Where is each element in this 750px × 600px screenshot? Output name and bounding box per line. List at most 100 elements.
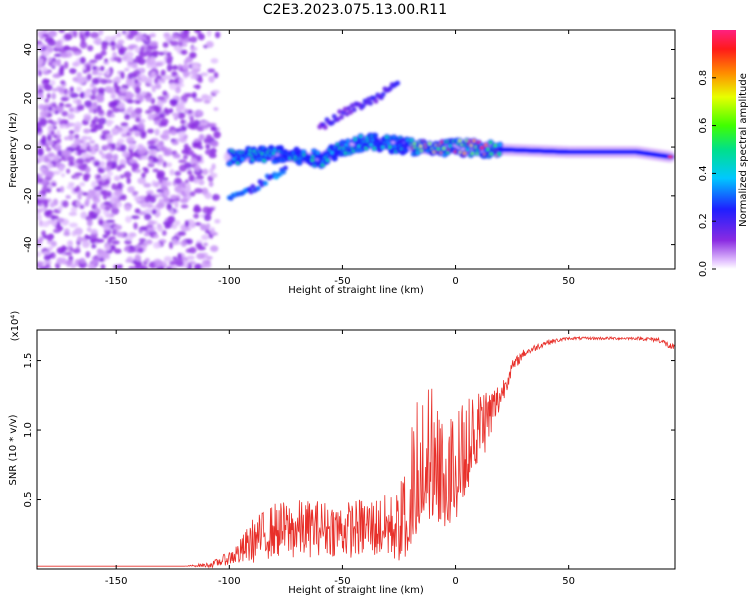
noise-blob xyxy=(80,211,88,219)
noise-blob xyxy=(37,58,44,66)
noise-blob xyxy=(153,234,159,239)
snr-series-line xyxy=(37,335,675,569)
noise-blob xyxy=(170,130,177,136)
noise-blob xyxy=(148,56,156,63)
noise-blob xyxy=(101,153,107,159)
noise-blob xyxy=(87,136,93,141)
branch-blob xyxy=(380,91,386,97)
noise-blob xyxy=(194,187,203,194)
noise-blob xyxy=(163,220,171,226)
noise-blob xyxy=(83,113,92,122)
noise-blob xyxy=(76,235,82,243)
noise-blob xyxy=(198,179,205,186)
noise-blob xyxy=(132,58,142,64)
y-tick-label: 1.5 xyxy=(23,353,34,369)
noise-blob xyxy=(41,251,51,256)
noise-blob xyxy=(73,138,82,146)
noise-blob xyxy=(158,51,166,56)
noise-blob xyxy=(143,232,150,237)
noise-blob xyxy=(56,138,61,144)
signal-core xyxy=(294,148,299,152)
noise-blob xyxy=(199,223,207,231)
noise-blob xyxy=(97,180,103,186)
noise-blob xyxy=(80,38,86,45)
noise-blob xyxy=(177,131,186,138)
noise-blob xyxy=(156,100,162,108)
noise-blob xyxy=(113,81,118,89)
branch-blob xyxy=(373,98,379,104)
noise-blob xyxy=(50,79,56,86)
noise-blob xyxy=(134,86,141,94)
signal-core xyxy=(472,139,476,143)
noise-blob xyxy=(90,31,100,39)
noise-blob xyxy=(91,214,98,220)
noise-blob xyxy=(58,102,65,108)
branch-blob xyxy=(395,80,401,86)
noise-blob xyxy=(152,157,159,163)
y-tick-label: -40 xyxy=(23,236,34,252)
x-tick-label: 50 xyxy=(562,276,575,287)
noise-blob xyxy=(169,169,175,176)
signal-core xyxy=(298,160,302,165)
branch-blob xyxy=(282,165,288,171)
noise-blob xyxy=(72,248,81,254)
signal-core xyxy=(353,137,357,141)
noise-blob xyxy=(137,143,143,151)
noise-blob xyxy=(210,58,219,64)
spectrogram-y-label: Frequency (Hz) xyxy=(8,112,19,188)
noise-blob xyxy=(84,157,92,164)
noise-blob xyxy=(179,31,187,40)
spectrogram-y-ticks: -40 -20 0 20 40 xyxy=(23,43,675,253)
noise-blob xyxy=(39,110,48,118)
noise-blob xyxy=(63,33,73,41)
noise-blob xyxy=(162,90,168,96)
noise-blob xyxy=(147,140,156,145)
noise-blob xyxy=(107,238,113,244)
noise-blob xyxy=(193,213,200,219)
noise-blob xyxy=(44,210,52,217)
noise-blob xyxy=(173,45,183,52)
noise-blob xyxy=(57,205,63,211)
noise-blob xyxy=(151,209,157,215)
noise-blob xyxy=(101,251,108,259)
noise-blob xyxy=(100,78,108,85)
noise-blob xyxy=(105,68,111,76)
noise-blob xyxy=(178,164,187,172)
noise-blob xyxy=(138,238,147,243)
noise-blob xyxy=(91,127,98,133)
noise-blob xyxy=(131,162,140,170)
noise-blob xyxy=(154,106,162,114)
noise-blob xyxy=(98,167,105,174)
noise-blob xyxy=(161,146,168,152)
noise-blob xyxy=(146,57,151,62)
noise-blob xyxy=(125,215,132,223)
noise-blob xyxy=(50,130,55,136)
noise-blob xyxy=(100,189,109,196)
noise-blob xyxy=(76,104,83,112)
noise-blob xyxy=(132,69,141,77)
noise-blob xyxy=(64,251,73,256)
branch-blob xyxy=(322,124,328,130)
noise-blob xyxy=(171,70,178,77)
noise-blob xyxy=(139,35,146,41)
noise-blob xyxy=(84,30,91,38)
noise-blob xyxy=(139,226,148,231)
noise-blob xyxy=(154,128,160,136)
noise-blob xyxy=(117,102,126,110)
noise-blob xyxy=(206,30,212,37)
noise-blob xyxy=(42,33,50,38)
noise-blob xyxy=(82,192,89,196)
noise-blob xyxy=(196,252,205,260)
noise-blob xyxy=(56,217,65,223)
noise-blob xyxy=(171,64,179,71)
noise-blob xyxy=(94,123,104,130)
noise-blob xyxy=(129,30,139,37)
noise-blob xyxy=(171,223,178,230)
noise-blob xyxy=(134,35,142,42)
noise-blob xyxy=(101,130,111,135)
noise-blob xyxy=(110,213,115,218)
noise-blob xyxy=(92,65,97,71)
noise-blob xyxy=(63,136,70,141)
noise-blob xyxy=(54,44,64,49)
noise-blob xyxy=(69,86,74,93)
